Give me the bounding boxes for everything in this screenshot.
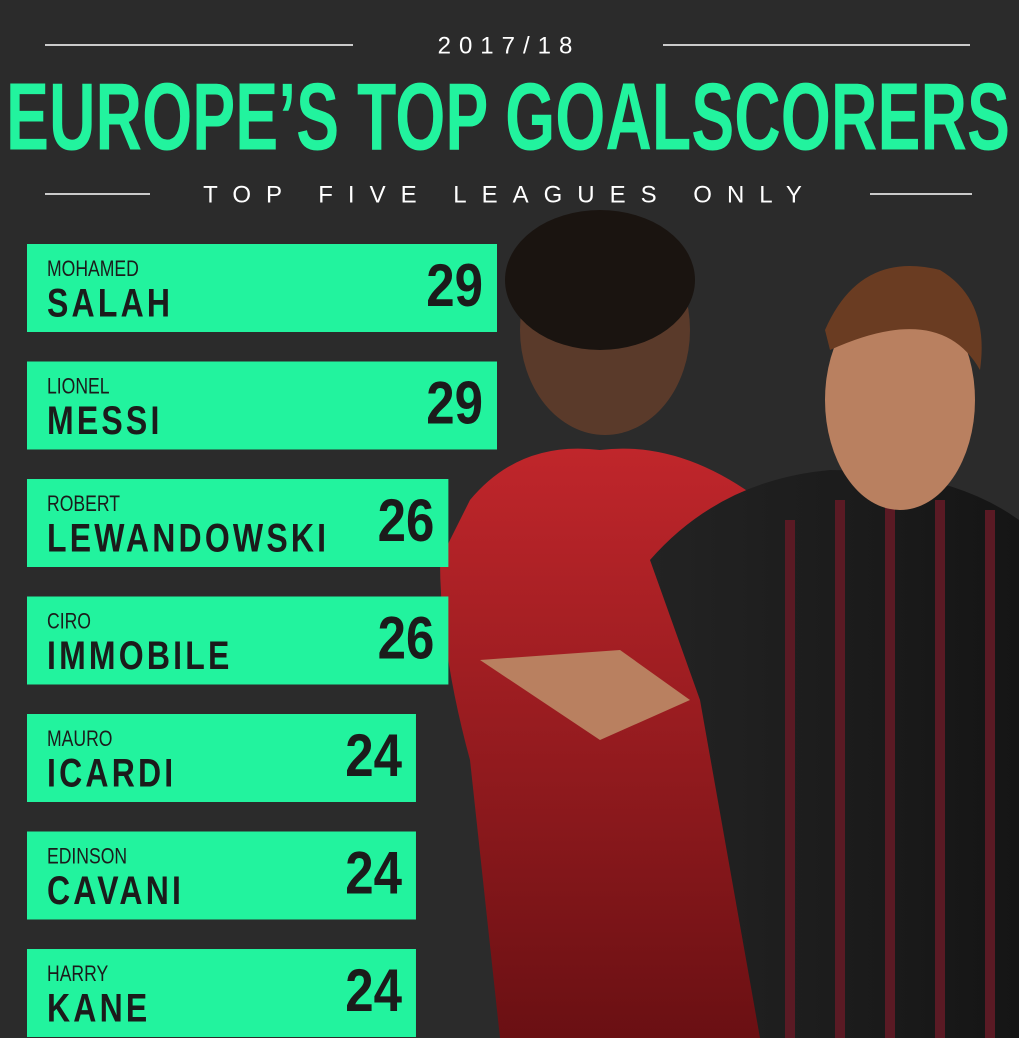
rules	[45, 44, 972, 195]
bar	[27, 361, 497, 450]
bar	[27, 949, 416, 1037]
first-name: HARRY	[47, 962, 108, 986]
subtitle: 2017/18	[438, 32, 581, 59]
last-name: CAVANI	[47, 868, 184, 913]
caption: TOP FIVE LEAGUES ONLY	[203, 181, 817, 208]
last-name: IMMOBILE	[47, 633, 233, 678]
value-label: 24	[345, 839, 402, 906]
last-name: SALAH	[47, 280, 173, 325]
bar	[27, 714, 416, 802]
bar	[27, 244, 497, 332]
last-name: LEWANDOWSKI	[47, 515, 329, 560]
value-label: 24	[345, 957, 402, 1024]
last-name: ICARDI	[47, 750, 176, 795]
value-label: 26	[378, 604, 435, 671]
chart-title: EUROPE’S TOP GOALSCORERS	[6, 63, 1010, 170]
last-name: KANE	[47, 985, 150, 1030]
first-name: ROBERT	[47, 492, 120, 516]
first-name: MAURO	[47, 727, 112, 751]
bar	[27, 831, 416, 920]
first-name: LIONEL	[47, 375, 110, 399]
value-label: 24	[345, 722, 402, 789]
first-name: MOHAMED	[47, 257, 139, 281]
value-label: 29	[426, 252, 483, 319]
first-name: CIRO	[47, 610, 91, 634]
last-name: MESSI	[47, 398, 163, 443]
bar	[27, 479, 449, 567]
bar	[27, 596, 449, 685]
value-label: 26	[378, 487, 435, 554]
player-artwork	[440, 210, 1019, 1038]
value-label: 29	[426, 369, 483, 436]
first-name: EDINSON	[47, 845, 127, 869]
